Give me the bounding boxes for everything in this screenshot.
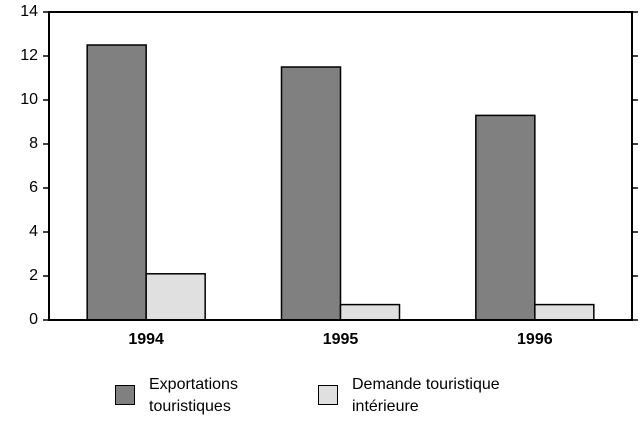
y-tick-label: 8 [29, 135, 38, 152]
bar [534, 303, 595, 321]
legend-label: Demande touristique intérieure [352, 376, 500, 415]
bar [145, 273, 206, 321]
legend-item: Demande touristique intérieure [318, 374, 552, 418]
bar [339, 303, 401, 321]
legend-item: Exportations touristiques [115, 374, 279, 418]
legend-swatch [115, 385, 135, 405]
x-tick-label: 1994 [128, 331, 164, 348]
y-tick-label: 2 [29, 267, 38, 284]
chart: 0 2 4 6 8 10 12 14 1994 1995 1996 [20, 3, 638, 348]
y-tick-label: 4 [29, 223, 38, 240]
bar [86, 44, 147, 321]
bar [475, 114, 536, 321]
legend-swatch [318, 385, 338, 405]
y-tick-label: 0 [29, 311, 38, 328]
plot-frame [48, 11, 633, 321]
bar [280, 66, 342, 321]
legend-label: Exportations touristiques [149, 376, 238, 415]
y-tick-label: 14 [20, 3, 38, 20]
y-tick-label: 10 [20, 91, 38, 108]
y-tick-label: 6 [29, 179, 38, 196]
x-tick-label: 1995 [323, 331, 359, 348]
x-tick-label: 1996 [517, 331, 553, 348]
y-tick-label: 12 [20, 47, 38, 64]
